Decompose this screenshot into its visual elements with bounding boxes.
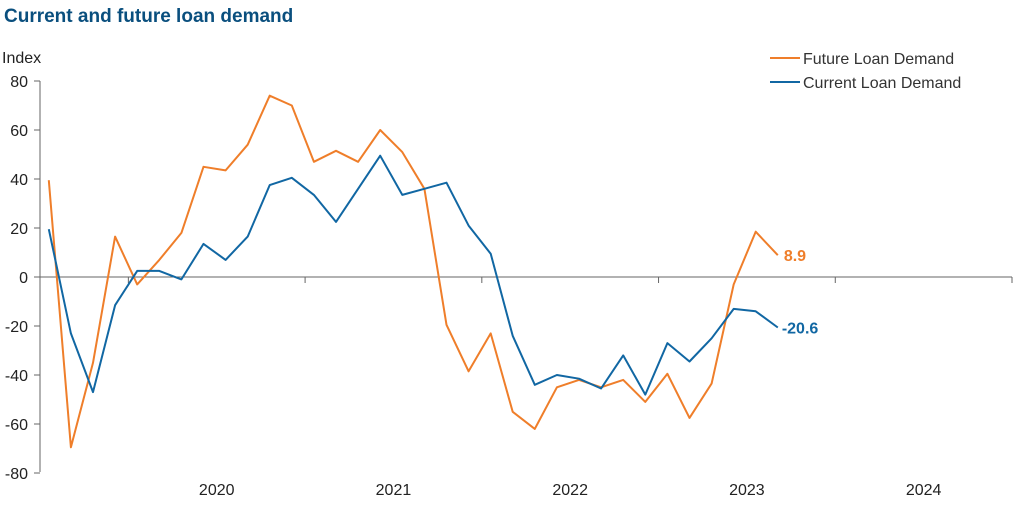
future-loan-demand-line [47,94,779,449]
x-tick-labels: 2020 2021 2022 2023 2024 [199,482,942,499]
chart-title: Current and future loan demand [4,6,294,27]
y-tick-label: 80 [10,74,28,91]
y-tick-label: 20 [10,221,28,238]
x-tick-label: 2023 [729,482,765,499]
x-tick-label: 2022 [552,482,588,499]
x-tick-label: 2021 [376,482,412,499]
series-end-labels: 8.9 -20.6 [782,248,819,337]
current-loan-demand-line [47,154,779,396]
y-tick-label: -20 [5,319,28,336]
y-tick-label: 60 [10,123,28,140]
legend: Future Loan Demand Current Loan Demand [770,51,961,92]
y-tick-label: -40 [5,368,28,385]
x-tick-label: 2020 [199,482,235,499]
y-tick-label: 40 [10,172,28,189]
y-tick-label: -80 [5,466,28,483]
current-loan-demand-end-label: -20.6 [782,320,819,337]
y-tick-label: 0 [19,270,28,287]
series-lines [47,94,779,449]
legend-label-future-loan-demand: Future Loan Demand [803,51,954,68]
y-tick-labels: 80 60 40 20 0 -20 -40 -60 -80 [5,74,28,483]
y-axis-label: Index [2,50,41,67]
future-loan-demand-end-label: 8.9 [784,248,806,265]
legend-label-current-loan-demand: Current Loan Demand [803,75,961,92]
x-tick-label: 2024 [906,482,942,499]
y-tick-label: -60 [5,417,28,434]
axes [34,80,1013,474]
